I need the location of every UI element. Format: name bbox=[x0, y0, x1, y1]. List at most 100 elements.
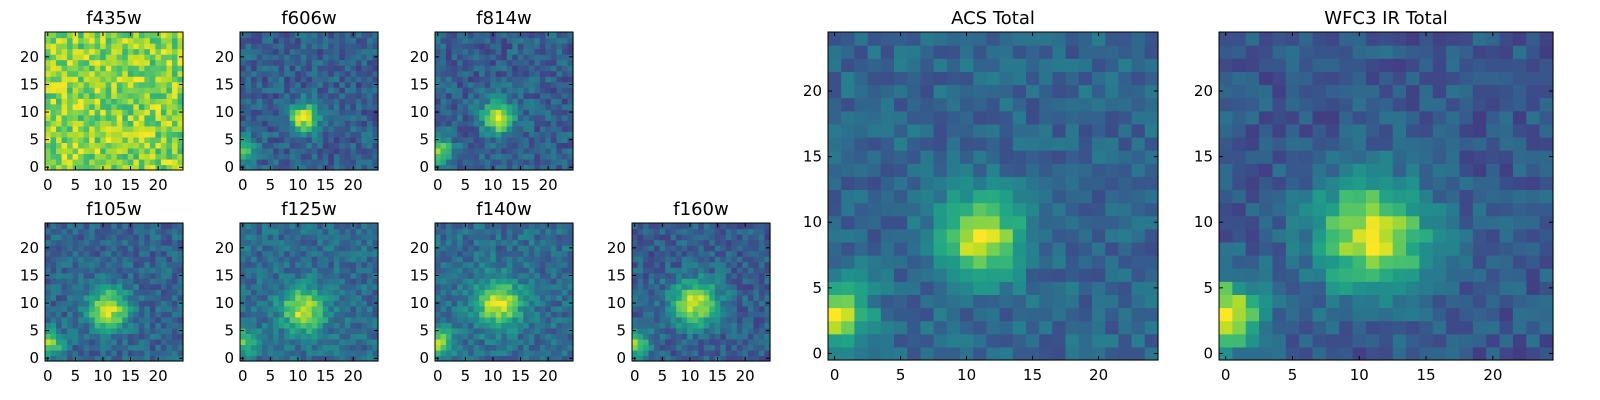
heatmap-cell bbox=[495, 87, 502, 94]
heatmap-cell bbox=[676, 261, 683, 268]
heatmap-cell bbox=[61, 109, 68, 116]
heatmap-cell bbox=[251, 289, 258, 296]
heatmap-cell bbox=[133, 234, 140, 241]
heatmap-cell bbox=[333, 103, 340, 110]
heatmap-cell bbox=[517, 338, 524, 346]
heatmap-cell bbox=[709, 305, 716, 312]
heatmap-cell bbox=[495, 327, 502, 334]
heatmap-cell bbox=[753, 327, 760, 334]
heatmap-cell bbox=[116, 272, 123, 279]
heatmap-cell bbox=[692, 300, 699, 307]
heatmap-cell bbox=[111, 223, 118, 230]
heatmap-cell bbox=[659, 234, 666, 241]
heatmap-cell bbox=[267, 316, 274, 323]
heatmap-cell bbox=[517, 120, 524, 127]
heatmap-cell bbox=[344, 48, 351, 55]
heatmap-cell bbox=[539, 239, 546, 246]
heatmap-cell bbox=[764, 267, 771, 274]
heatmap-cell bbox=[273, 250, 280, 257]
heatmap-cell bbox=[138, 228, 145, 235]
heatmap-cell bbox=[517, 125, 524, 132]
heatmap-cell bbox=[720, 283, 727, 290]
heatmap-cell bbox=[160, 147, 168, 155]
heatmap-cell bbox=[828, 333, 842, 348]
heatmap-cell bbox=[72, 125, 79, 132]
heatmap-cell bbox=[731, 283, 738, 290]
heatmap-cell bbox=[177, 228, 184, 235]
heatmap-cell bbox=[841, 346, 855, 361]
heatmap-cell bbox=[300, 349, 307, 357]
heatmap-cell bbox=[703, 305, 710, 312]
heatmap-cell bbox=[138, 109, 145, 116]
heatmap-cell bbox=[262, 131, 269, 138]
heatmap-cell bbox=[561, 278, 569, 285]
heatmap-cell bbox=[256, 338, 263, 346]
heatmap-cell bbox=[687, 327, 694, 334]
heatmap-cell bbox=[256, 239, 263, 246]
heatmap-cell bbox=[999, 294, 1014, 309]
heatmap-cell bbox=[267, 65, 274, 72]
heatmap-cell bbox=[116, 81, 123, 88]
heatmap-cell bbox=[523, 92, 530, 99]
heatmap-cell bbox=[56, 32, 63, 39]
heatmap-cell bbox=[317, 355, 324, 362]
heatmap-cell bbox=[468, 54, 475, 61]
heatmap-cell bbox=[306, 43, 313, 50]
heatmap-cell bbox=[457, 349, 464, 357]
heatmap-cell bbox=[72, 338, 79, 346]
heatmap-cell bbox=[300, 59, 307, 66]
heatmap-cell bbox=[339, 294, 346, 301]
heatmap-cell bbox=[149, 114, 156, 121]
heatmap-cell bbox=[747, 239, 755, 246]
x-tick-label: 10 bbox=[483, 176, 502, 194]
heatmap-cell bbox=[67, 48, 74, 55]
heatmap-cell bbox=[171, 153, 179, 160]
heatmap-cell bbox=[539, 59, 546, 66]
axes-frame bbox=[239, 31, 379, 171]
heatmap-cell bbox=[468, 267, 475, 274]
heatmap-cell bbox=[451, 338, 458, 346]
heatmap-cell bbox=[256, 76, 263, 83]
heatmap-cell bbox=[160, 228, 168, 235]
heatmap-cell bbox=[742, 261, 749, 268]
heatmap-cell bbox=[61, 344, 68, 351]
y-tick-label: 0 bbox=[29, 158, 39, 176]
heatmap-cell bbox=[632, 316, 639, 323]
heatmap-cell bbox=[867, 333, 882, 348]
heatmap-cell bbox=[637, 267, 644, 274]
heatmap-cell bbox=[490, 54, 497, 61]
heatmap-cell bbox=[67, 245, 74, 252]
heatmap-cell bbox=[317, 311, 324, 318]
heatmap-cell bbox=[166, 311, 173, 318]
heatmap-cell bbox=[311, 333, 318, 340]
heatmap-cell bbox=[289, 158, 296, 166]
heatmap-cell bbox=[523, 147, 530, 155]
heatmap-cell bbox=[372, 322, 379, 329]
heatmap-cell bbox=[333, 327, 340, 334]
heatmap-cell bbox=[736, 278, 743, 285]
heatmap-cell bbox=[986, 320, 1001, 335]
heatmap-cell bbox=[1092, 307, 1106, 322]
heatmap-cell bbox=[545, 300, 552, 307]
heatmap-cell bbox=[72, 87, 79, 94]
heatmap-cell bbox=[534, 109, 541, 116]
heatmap-cell bbox=[361, 59, 368, 66]
heatmap-cell bbox=[56, 316, 63, 323]
heatmap-cell bbox=[495, 114, 502, 121]
heatmap-cell bbox=[122, 37, 129, 44]
heatmap-cell bbox=[105, 37, 112, 44]
heatmap-cell bbox=[149, 283, 156, 290]
heatmap-cell bbox=[311, 76, 318, 83]
heatmap-cell bbox=[45, 344, 52, 351]
x-tick-label: 5 bbox=[71, 176, 81, 194]
heatmap-cell bbox=[138, 76, 145, 83]
heatmap-cell bbox=[344, 327, 351, 334]
heatmap-cell bbox=[479, 147, 486, 155]
heatmap-cell bbox=[501, 333, 508, 340]
heatmap-cell bbox=[659, 278, 666, 285]
heatmap-cell bbox=[350, 289, 357, 296]
heatmap-cell bbox=[45, 322, 52, 329]
heatmap-cell bbox=[462, 48, 469, 55]
heatmap-cell bbox=[703, 316, 710, 323]
heatmap-cell bbox=[61, 142, 68, 149]
